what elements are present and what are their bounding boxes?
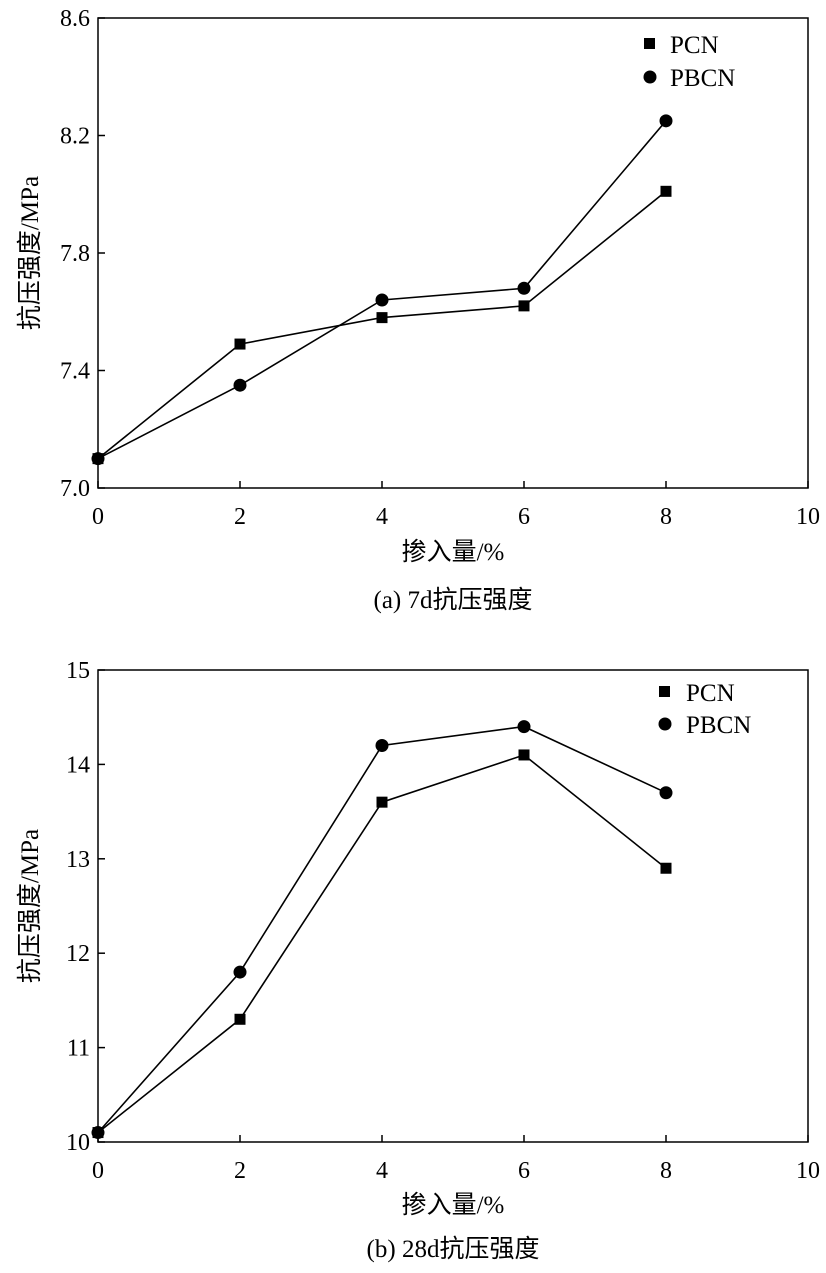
data-point-pbcn: [375, 293, 389, 307]
data-point-pcn: [660, 185, 672, 197]
x-tick-label: 2: [234, 504, 246, 530]
panel-caption: (b) 28d抗压强度: [367, 1235, 540, 1263]
data-point-pcn: [660, 862, 672, 874]
chart-panel-28d: 0 2 4 6 8 10 10 11 12 13 14 15 PCN PBCN 掺入量/% 抗压强度…: [16, 658, 820, 1263]
x-tick-label: 0: [92, 504, 104, 530]
x-tick-label: 6: [518, 504, 530, 530]
legend-label-pbcn: PBCN: [670, 65, 735, 92]
y-axis-label: 抗压强度/MPa: [16, 176, 44, 330]
x-tick-label: 0: [92, 1158, 104, 1184]
y-tick-label: 8.6: [60, 6, 90, 32]
x-tick-label: 4: [376, 1158, 388, 1184]
legend-circle-icon: [643, 70, 657, 84]
series-line-pcn: [97, 190, 667, 460]
x-tick-label: 10: [796, 1158, 820, 1184]
series-markers: [91, 114, 673, 466]
y-tick-label: 7.4: [60, 359, 90, 385]
data-point-pbcn: [517, 281, 531, 295]
data-point-pcn: [376, 312, 388, 324]
y-tick-label: 7.8: [60, 241, 90, 267]
data-point-pbcn: [91, 452, 105, 466]
chart-panel-7d: 0 2 4 6 8 10 7.0 7.4 7.8 8.2 8.6 PCN PBCN 掺入量/% 抗…: [16, 6, 820, 614]
x-axis-label: 掺入量/%: [402, 1191, 505, 1219]
x-axis-label: 掺入量/%: [402, 538, 505, 566]
data-point-pcn: [234, 338, 246, 350]
y-tick-label: 13: [66, 847, 90, 873]
y-tick-label: 15: [66, 658, 90, 684]
y-tick-label: 12: [66, 941, 90, 967]
data-point-pbcn: [233, 378, 247, 392]
series-markers: [91, 720, 673, 1140]
legend: PCN PBCN: [643, 32, 735, 92]
data-point-pbcn: [375, 739, 389, 753]
data-point-pbcn: [91, 1126, 105, 1140]
x-tick-label: 8: [660, 1158, 672, 1184]
x-tick-label: 6: [518, 1158, 530, 1184]
data-point-pbcn: [517, 720, 531, 734]
panel-caption: (a) 7d抗压强度: [374, 586, 533, 614]
series-line-pbcn: [97, 725, 667, 1134]
y-tick-label: 10: [66, 1130, 90, 1156]
x-tick-label: 8: [660, 504, 672, 530]
legend-label-pcn: PCN: [686, 680, 735, 707]
legend-label-pcn: PCN: [670, 32, 719, 59]
legend-label-pbcn: PBCN: [686, 712, 751, 739]
series-lines: [97, 725, 667, 1134]
data-point-pcn: [518, 300, 530, 312]
legend-square-icon: [644, 38, 655, 49]
x-axis: 0 2 4 6 8 10: [92, 481, 820, 530]
series-line-pbcn: [97, 120, 667, 460]
y-tick-label: 14: [66, 752, 90, 778]
x-tick-label: 10: [796, 504, 820, 530]
legend: PCN PBCN: [658, 680, 751, 739]
data-point-pcn: [376, 796, 388, 808]
y-tick-label: 8.2: [60, 124, 90, 150]
y-tick-label: 11: [67, 1036, 90, 1062]
series-line-pcn: [97, 754, 667, 1134]
data-point-pcn: [518, 749, 530, 761]
y-tick-label: 7.0: [60, 476, 90, 502]
data-point-pbcn: [659, 786, 673, 800]
legend-square-icon: [659, 686, 670, 697]
y-axis: 10 11 12 13 14 15: [66, 658, 105, 1156]
legend-circle-icon: [658, 717, 672, 731]
x-tick-label: 2: [234, 1158, 246, 1184]
plot-frame: [97, 669, 809, 1143]
data-point-pcn: [234, 1013, 246, 1025]
series-lines: [97, 120, 667, 460]
y-axis: 7.0 7.4 7.8 8.2 8.6: [60, 6, 105, 502]
data-point-pbcn: [233, 965, 247, 979]
x-axis: 0 2 4 6 8 10: [92, 1135, 820, 1184]
x-tick-label: 4: [376, 504, 388, 530]
data-point-pbcn: [659, 114, 673, 128]
y-axis-label: 抗压强度/MPa: [16, 829, 44, 983]
